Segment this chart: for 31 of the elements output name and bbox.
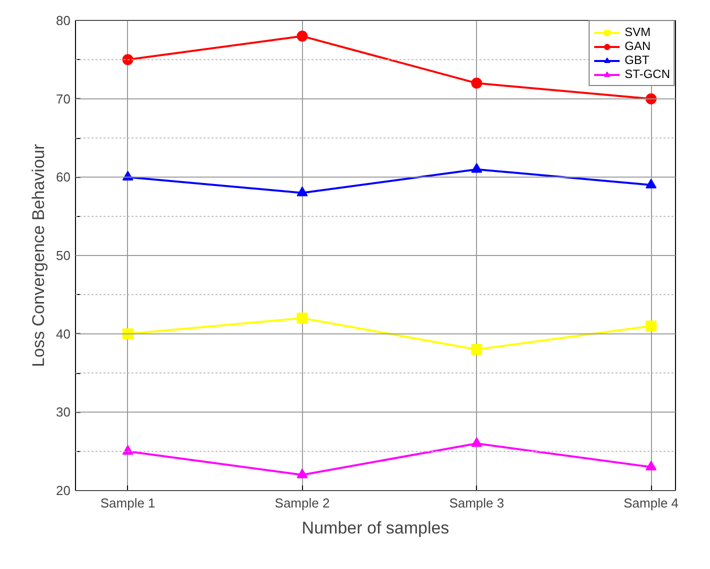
point [471, 163, 482, 173]
x-tick-label: Sample 3 [449, 496, 504, 510]
point [296, 30, 308, 42]
point [296, 312, 308, 324]
legend-label: SVM [624, 25, 651, 39]
x-tick-label: Sample 1 [100, 496, 156, 510]
point [646, 460, 657, 470]
point [471, 437, 482, 447]
y-tick-label: 20 [56, 483, 71, 498]
point [122, 445, 134, 455]
y-tick-label: 60 [56, 170, 71, 185]
point [646, 178, 657, 188]
y-tick-label: 40 [56, 326, 71, 342]
point [122, 328, 134, 340]
y-axis-title: Loss Convergence Behaviour [29, 144, 48, 368]
y-tick-label: 80 [56, 13, 71, 28]
y-tick-label: 70 [56, 91, 71, 106]
x-tick-label: Sample 2 [274, 496, 330, 510]
y-tick-label: 50 [56, 248, 71, 263]
legend-label: GBT [624, 53, 650, 67]
point [296, 468, 308, 478]
x-tick-label: Sample 4 [624, 496, 679, 510]
point [471, 78, 482, 89]
point [296, 186, 308, 196]
point [471, 344, 482, 355]
y-tick-label: 30 [56, 404, 71, 420]
point [122, 54, 134, 66]
legend-label: ST-GCN [624, 67, 670, 81]
legend-label: GAN [624, 39, 651, 53]
x-axis-title: Number of samples [302, 518, 450, 538]
point [646, 320, 657, 332]
